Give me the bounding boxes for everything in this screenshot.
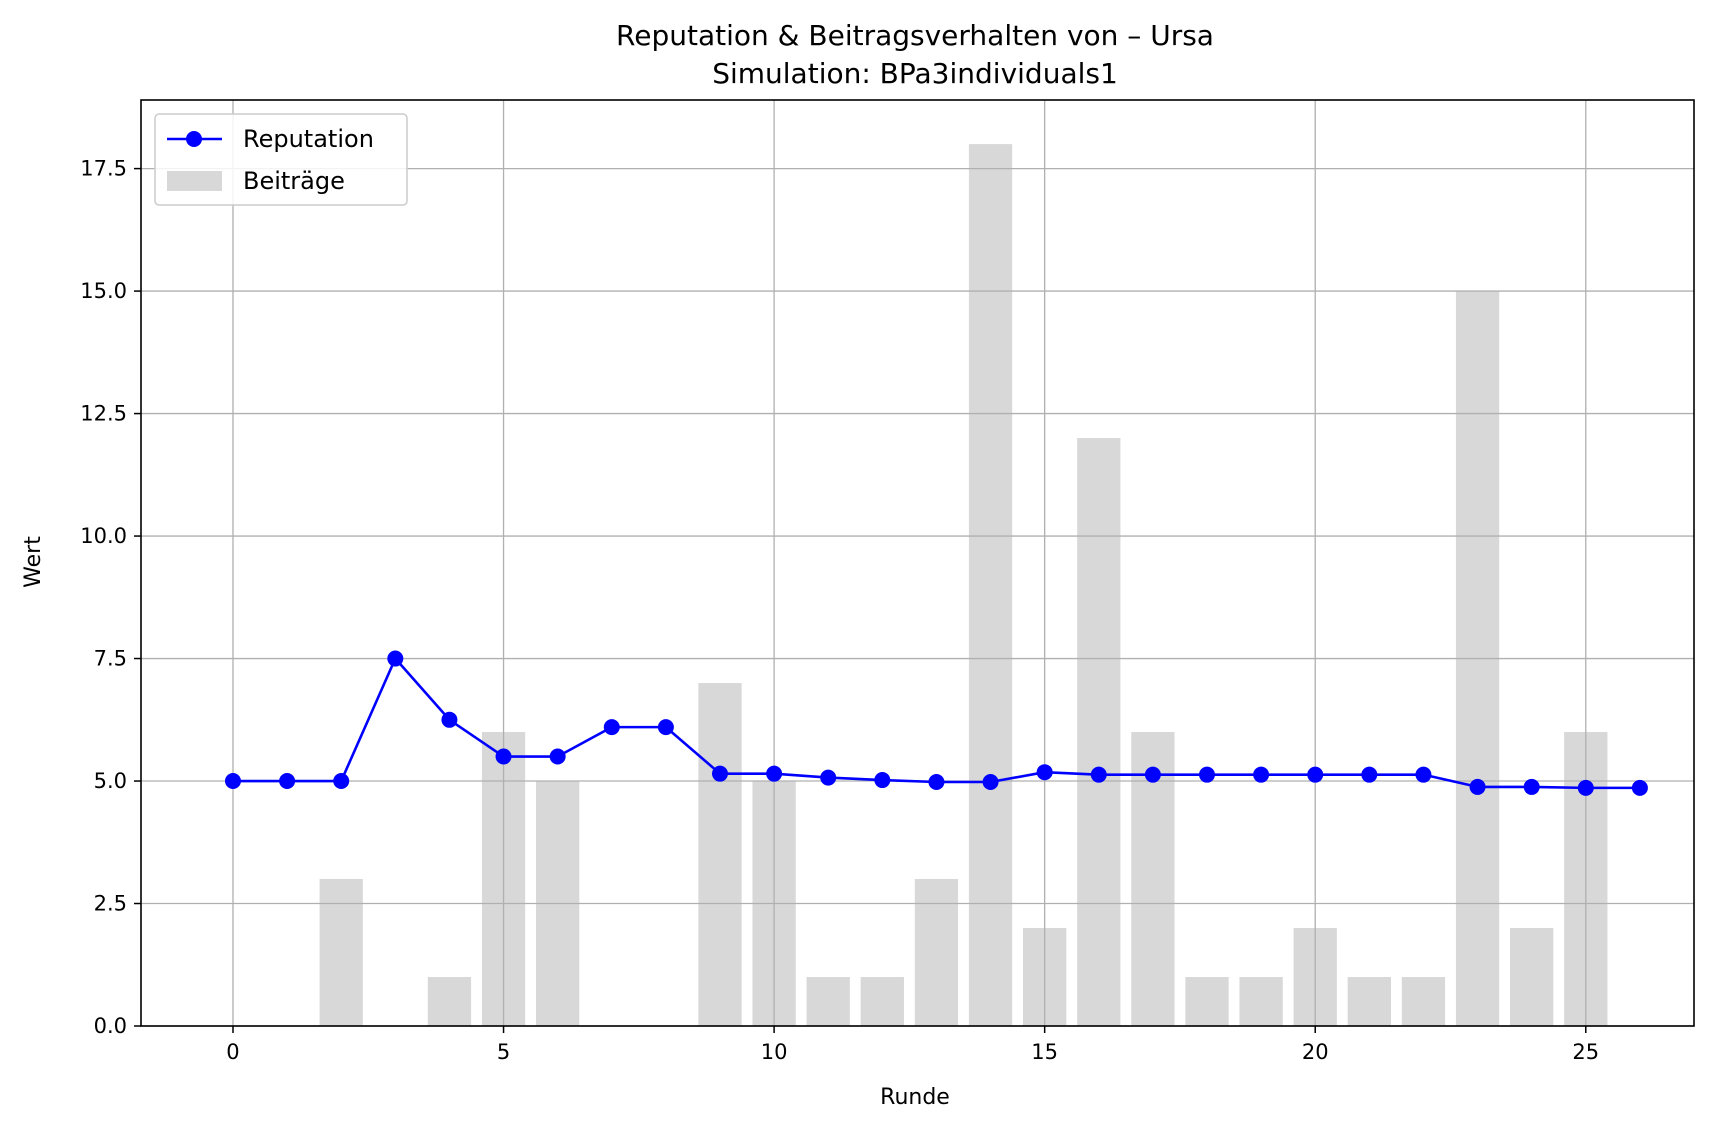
reputation-point-16 — [1090, 766, 1107, 783]
reputation-point-26 — [1631, 779, 1648, 796]
reputation-point-10 — [766, 765, 783, 782]
plot-frame — [140, 99, 1695, 1027]
y-tick-label-10: 10.0 — [80, 524, 127, 548]
reputation-point-5 — [495, 748, 512, 765]
bar-12 — [860, 977, 904, 1026]
legend-bar-swatch — [167, 171, 222, 191]
reputation-point-8 — [657, 719, 674, 736]
y-tick-label-5: 5.0 — [94, 769, 127, 793]
y-tick-label-12.5: 12.5 — [80, 402, 127, 426]
reputation-point-20 — [1307, 766, 1324, 783]
axes-layer — [140, 99, 1695, 1027]
y-tick-label-2.5: 2.5 — [94, 892, 127, 916]
legend: Reputation Beiträge — [154, 113, 408, 206]
reputation-point-14 — [982, 774, 999, 791]
y-tick-label-15: 15.0 — [80, 279, 127, 303]
x-tick-label-5: 5 — [497, 1040, 510, 1064]
x-tick-label-20: 20 — [1302, 1040, 1329, 1064]
x-tick-label-0: 0 — [226, 1040, 239, 1064]
bar-11 — [806, 977, 850, 1026]
reputation-point-6 — [549, 748, 566, 765]
x-tick-label-10: 10 — [761, 1040, 788, 1064]
legend-label-reputation: Reputation — [243, 125, 374, 153]
reputation-point-22 — [1415, 766, 1432, 783]
legend-label-beitraege: Beiträge — [243, 167, 345, 195]
reputation-point-9 — [711, 765, 728, 782]
chart-title: Reputation & Beitragsverhalten von – Urs… — [616, 19, 1214, 52]
bar-24 — [1510, 928, 1554, 1026]
bar-14 — [968, 144, 1013, 1027]
bar-21 — [1347, 977, 1391, 1026]
reputation-point-25 — [1577, 779, 1594, 796]
reputation-point-19 — [1253, 766, 1270, 783]
bar-19 — [1239, 977, 1283, 1026]
reputation-point-13 — [928, 774, 945, 791]
reputation-point-24 — [1523, 778, 1540, 795]
reputation-point-12 — [874, 772, 891, 789]
bar-13 — [914, 879, 959, 1026]
reputation-point-3 — [387, 650, 404, 667]
legend-marker-swatch — [186, 131, 202, 147]
bar-18 — [1185, 977, 1229, 1026]
bar-9 — [698, 683, 742, 1026]
bar-2 — [319, 879, 363, 1026]
reputation-point-17 — [1144, 766, 1161, 783]
reputation-point-0 — [224, 773, 241, 790]
reputation-point-1 — [279, 773, 296, 790]
reputation-point-7 — [603, 719, 620, 736]
chart-subtitle: Simulation: BPa3individuals1 — [712, 57, 1118, 90]
x-axis-label: Runde — [880, 1085, 950, 1110]
y-tick-label-7.5: 7.5 — [94, 647, 127, 671]
ticks-layer: 0 5 10 15 20 25 0.0 2.5 5.0 7.5 10.0 12.5 15.0 17.5 — [80, 157, 1599, 1064]
y-axis-label: Wert — [21, 536, 46, 588]
line-layer — [224, 650, 1648, 796]
reputation-point-15 — [1036, 764, 1053, 781]
reputation-point-2 — [333, 773, 350, 790]
reputation-point-23 — [1469, 778, 1486, 795]
y-tick-label-0: 0.0 — [94, 1014, 127, 1038]
reputation-point-21 — [1361, 766, 1378, 783]
reputation-point-4 — [441, 711, 458, 728]
bar-16 — [1077, 438, 1121, 1027]
bar-4 — [427, 977, 472, 1026]
bar-22 — [1401, 977, 1446, 1026]
x-tick-label-15: 15 — [1031, 1040, 1058, 1064]
y-tick-label-17.5: 17.5 — [80, 157, 127, 181]
x-tick-label-25: 25 — [1572, 1040, 1599, 1064]
reputation-point-11 — [820, 769, 837, 786]
reputation-point-18 — [1198, 766, 1215, 783]
